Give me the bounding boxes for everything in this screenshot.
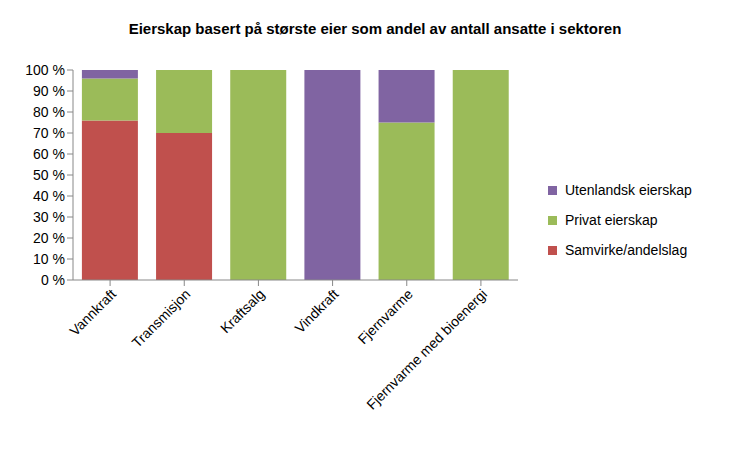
- svg-text:80 %: 80 %: [33, 104, 65, 120]
- svg-text:Vannkraft: Vannkraft: [66, 286, 119, 339]
- svg-text:60 %: 60 %: [33, 146, 65, 162]
- svg-text:90 %: 90 %: [33, 83, 65, 99]
- svg-text:100 %: 100 %: [25, 62, 65, 78]
- html-text:Eierskap basert på største eie: Eierskap basert på største eier som ande…: [128, 20, 622, 37]
- svg-text:40 %: 40 %: [33, 188, 65, 204]
- svg-text:30 %: 30 %: [33, 209, 65, 225]
- svg-text:70 %: 70 %: [33, 125, 65, 141]
- svg-text:10 %: 10 %: [33, 251, 65, 267]
- svg-text:0 %: 0 %: [41, 272, 65, 288]
- svg-text:Fjernvarme: Fjernvarme: [355, 286, 417, 348]
- svg-text:Fjernvarme med bioenergi: Fjernvarme med bioenergi: [363, 286, 490, 413]
- svg-text:20 %: 20 %: [33, 230, 65, 246]
- svg-text:Vindkraft: Vindkraft: [292, 286, 342, 336]
- svg-text:Transmisjon: Transmisjon: [129, 286, 194, 351]
- svg-text:50 %: 50 %: [33, 167, 65, 183]
- html-text:Privat eierskap: Privat eierskap: [565, 212, 658, 228]
- html-text:Samvirke/andelslag: Samvirke/andelslag: [565, 242, 688, 258]
- html-text:Utenlandsk eierskap: Utenlandsk eierskap: [565, 182, 692, 198]
- svg-text:Kraftsalg: Kraftsalg: [217, 286, 267, 336]
